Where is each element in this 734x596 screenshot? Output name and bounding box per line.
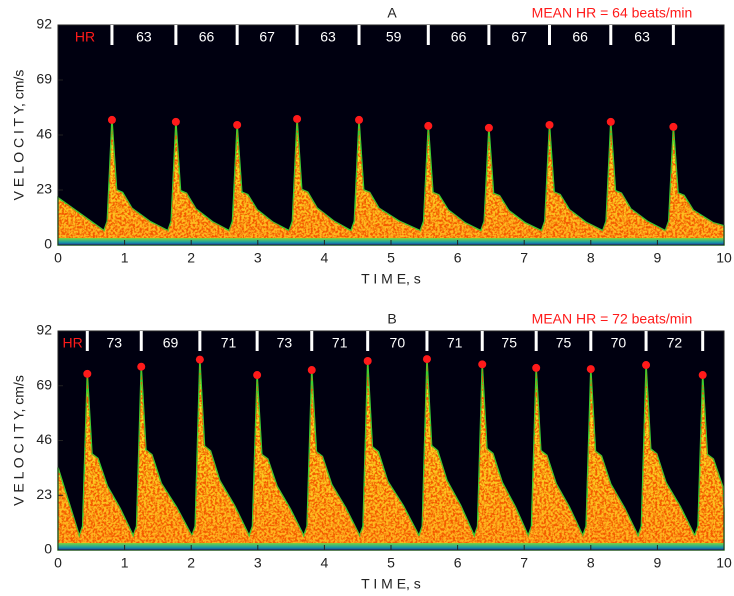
x-tick-label: 8 xyxy=(587,555,595,571)
hr-value: 63 xyxy=(634,29,650,45)
peak-marker xyxy=(424,121,433,130)
axes-frame xyxy=(57,330,725,551)
hr-value: 72 xyxy=(667,335,683,351)
hr-value: 66 xyxy=(199,29,215,45)
peak-marker xyxy=(137,362,146,371)
x-tick-label: 10 xyxy=(716,555,732,571)
y-tick-label: 46 xyxy=(36,126,52,142)
hr-value: 71 xyxy=(221,335,237,351)
x-tick-label: 6 xyxy=(454,555,462,571)
x-tick-label: 6 xyxy=(454,250,462,266)
hr-value: 59 xyxy=(386,29,402,45)
x-tick-label: 9 xyxy=(654,555,662,571)
hr-value: 75 xyxy=(501,335,517,351)
peak-marker xyxy=(484,123,493,132)
y-tick-label: 0 xyxy=(44,236,52,252)
x-tick-label: 10 xyxy=(716,250,732,266)
x-tick-label: 2 xyxy=(187,555,195,571)
peak-marker xyxy=(253,371,262,380)
hr-label: HR xyxy=(75,29,95,45)
hr-value: 63 xyxy=(136,29,152,45)
hr-value: 71 xyxy=(332,335,348,351)
peak-marker xyxy=(293,114,302,123)
x-tick-label: 7 xyxy=(520,250,528,266)
x-tick-label: 4 xyxy=(321,555,329,571)
hr-value: 71 xyxy=(447,335,463,351)
hr-value: 70 xyxy=(390,335,406,351)
peak-marker xyxy=(355,115,364,124)
peak-marker xyxy=(698,371,707,380)
peak-marker xyxy=(233,120,242,129)
x-tick-label: 4 xyxy=(321,250,329,266)
hr-value: 70 xyxy=(611,335,627,351)
peak-marker xyxy=(586,365,595,374)
mean-hr: MEAN HR = 72 beats/min xyxy=(532,311,693,327)
y-tick-label: 69 xyxy=(36,376,52,392)
peak-marker xyxy=(83,369,92,378)
x-tick-label: 2 xyxy=(187,250,195,266)
peak-marker xyxy=(669,122,678,131)
peak-marker xyxy=(195,355,204,364)
y-tick-label: 69 xyxy=(36,71,52,87)
hr-label: HR xyxy=(63,335,83,351)
y-tick-label: 92 xyxy=(36,16,52,32)
peak-marker xyxy=(606,117,615,126)
peak-marker xyxy=(171,117,180,126)
y-tick-label: 0 xyxy=(44,541,52,557)
y-tick-label: 92 xyxy=(36,322,52,338)
mean-hr: MEAN HR = 64 beats/min xyxy=(532,5,693,21)
y-axis-label: V E L O C I T Y, cm/s xyxy=(11,375,27,506)
x-axis-label: T I M E, s xyxy=(361,576,421,592)
peak-marker xyxy=(107,115,116,124)
x-tick-label: 1 xyxy=(121,555,129,571)
hr-value: 67 xyxy=(259,29,275,45)
y-tick-label: 23 xyxy=(36,181,52,197)
peak-marker xyxy=(478,360,487,369)
x-tick-label: 7 xyxy=(520,555,528,571)
hr-value: 75 xyxy=(556,335,572,351)
hr-value: 73 xyxy=(106,335,122,351)
peak-marker xyxy=(307,366,316,375)
peak-marker xyxy=(363,356,372,365)
y-tick-label: 46 xyxy=(36,431,52,447)
chart-title: A xyxy=(387,5,397,21)
chart-title: B xyxy=(387,311,396,327)
x-tick-label: 0 xyxy=(54,555,62,571)
hr-value: 66 xyxy=(451,29,467,45)
peak-marker xyxy=(545,120,554,129)
hr-value: 63 xyxy=(320,29,336,45)
hr-value: 73 xyxy=(277,335,293,351)
peak-marker xyxy=(532,363,541,372)
axes-frame xyxy=(57,24,725,246)
x-tick-label: 8 xyxy=(587,250,595,266)
x-tick-label: 5 xyxy=(387,555,395,571)
y-tick-label: 23 xyxy=(36,486,52,502)
x-tick-label: 3 xyxy=(254,555,262,571)
peak-marker xyxy=(422,355,431,364)
x-tick-label: 3 xyxy=(254,250,262,266)
y-axis-label: V E L O C I T Y, cm/s xyxy=(11,70,27,201)
x-tick-label: 9 xyxy=(654,250,662,266)
x-tick-label: 5 xyxy=(387,250,395,266)
x-tick-label: 0 xyxy=(54,250,62,266)
hr-value: 69 xyxy=(163,335,179,351)
hr-value: 67 xyxy=(511,29,527,45)
x-tick-label: 1 xyxy=(121,250,129,266)
hr-value: 66 xyxy=(572,29,588,45)
x-axis-label: T I M E, s xyxy=(361,271,421,287)
peak-marker xyxy=(642,361,651,370)
